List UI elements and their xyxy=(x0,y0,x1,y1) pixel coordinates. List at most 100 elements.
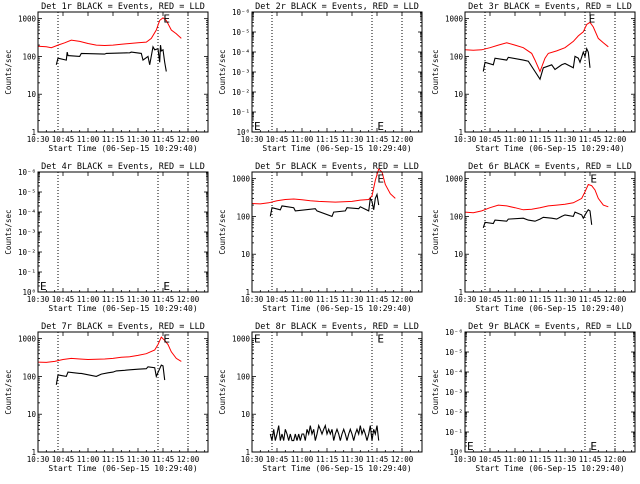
x-tick-label: 11:15 xyxy=(529,295,552,304)
plot-title: Det 3r BLACK = Events, RED = LLD xyxy=(468,2,632,12)
y-tick-label: 100 xyxy=(236,212,250,221)
event-marker: E xyxy=(163,13,170,26)
x-tick-label: 11:30 xyxy=(341,135,364,144)
y-tick-label: 1000 xyxy=(232,335,251,344)
event-marker: E xyxy=(163,333,170,346)
y-tick-label: 10 xyxy=(454,250,464,259)
plot-frame xyxy=(464,11,636,133)
plot-frame xyxy=(251,11,423,133)
plot-panel-5: Det 5r BLACK = Events, RED = LLD 1 10 100 10… xyxy=(218,162,423,313)
events-series-line xyxy=(55,364,166,385)
y-axis-label: Counts/sec xyxy=(431,49,440,94)
x-tick-label: 11:15 xyxy=(316,455,339,464)
event-marker: E xyxy=(377,333,384,346)
x-tick-label: 11:00 xyxy=(504,295,527,304)
events-series-line xyxy=(55,45,167,72)
plot-frame xyxy=(251,331,423,453)
y-tick-label: 10⁻² xyxy=(445,408,463,417)
x-axis-label: Start Time (06-Sep-15 10:29:40) xyxy=(48,304,197,313)
y-tick-label: 1 xyxy=(31,128,36,137)
plot-panel-1: Det 1r BLACK = Events, RED = LLD 1 10 100 10… xyxy=(4,2,209,153)
y-tick-label: 10⁻⁶ xyxy=(232,8,250,17)
x-tick-label: 12:00 xyxy=(391,455,414,464)
event-marker: E xyxy=(590,440,597,453)
event-marker: E xyxy=(254,120,261,133)
y-tick-label: 1000 xyxy=(18,15,37,24)
y-axis-label: Counts/sec xyxy=(218,209,227,254)
x-tick-label: 11:15 xyxy=(102,135,125,144)
x-tick-label: 11:45 xyxy=(579,455,602,464)
y-tick-label: 1000 xyxy=(18,335,37,344)
x-tick-label: 11:00 xyxy=(77,295,100,304)
x-axis-label: Start Time (06-Sep-15 10:29:40) xyxy=(475,144,624,153)
plot-frame xyxy=(464,171,636,293)
x-axis-label: Start Time (06-Sep-15 10:29:40) xyxy=(48,144,197,153)
y-tick-label: 1 xyxy=(31,448,36,457)
y-tick-label: 100 xyxy=(449,212,463,221)
plot-title: Det 6r BLACK = Events, RED = LLD xyxy=(468,162,632,172)
x-tick-label: 10:30 xyxy=(454,455,477,464)
event-marker: E xyxy=(589,13,596,26)
y-tick-label: 1 xyxy=(458,288,463,297)
x-tick-label: 10:45 xyxy=(52,455,75,464)
event-marker: E xyxy=(254,333,261,346)
x-tick-label: 11:00 xyxy=(291,455,314,464)
y-tick-label: 10⁻⁵ xyxy=(232,28,250,37)
y-tick-label: 100 xyxy=(449,52,463,61)
x-tick-label: 11:00 xyxy=(504,455,527,464)
plot-panel-8: Det 8r BLACK = Events, RED = LLD 1 10 100 10… xyxy=(218,322,423,473)
y-tick-label: 1000 xyxy=(232,175,251,184)
x-tick-label: 12:00 xyxy=(604,455,627,464)
x-tick-label: 11:30 xyxy=(127,455,150,464)
x-tick-label: 11:30 xyxy=(554,455,577,464)
y-tick-label: 10⁻¹ xyxy=(232,108,250,117)
y-tick-label: 100 xyxy=(22,372,36,381)
y-tick-label: 1000 xyxy=(445,175,464,184)
plot-frame xyxy=(37,171,209,293)
y-tick-label: 10⁻⁶ xyxy=(445,328,463,337)
x-tick-label: 10:45 xyxy=(266,135,289,144)
plot-panel-4: Det 4r BLACK = Events, RED = LLD 10⁰ 10⁻¹ 1… xyxy=(4,162,209,313)
plot-title: Det 9r BLACK = Events, RED = LLD xyxy=(468,322,632,332)
y-tick-label: 1000 xyxy=(445,15,464,24)
event-marker: E xyxy=(590,173,597,186)
y-tick-label: 10⁻⁴ xyxy=(445,368,463,377)
y-axis-label: Counts/sec xyxy=(4,49,13,94)
y-tick-label: 10 xyxy=(241,250,251,259)
x-axis-label: Start Time (06-Sep-15 10:29:40) xyxy=(262,304,411,313)
x-axis-label: Start Time (06-Sep-15 10:29:40) xyxy=(262,464,411,473)
x-tick-label: 12:00 xyxy=(604,295,627,304)
plot-title: Det 4r BLACK = Events, RED = LLD xyxy=(41,162,205,172)
x-tick-label: 11:45 xyxy=(579,135,602,144)
y-tick-label: 10⁻⁶ xyxy=(18,168,36,177)
x-tick-label: 11:15 xyxy=(102,295,125,304)
x-axis-label: Start Time (06-Sep-15 10:29:40) xyxy=(475,304,624,313)
y-tick-label: 10⁻⁵ xyxy=(445,348,463,357)
lld-series-line xyxy=(37,17,182,49)
y-tick-label: 10 xyxy=(454,90,464,99)
x-tick-label: 11:45 xyxy=(366,135,389,144)
plot-title: Det 5r BLACK = Events, RED = LLD xyxy=(255,162,419,172)
plot-panel-9: Det 9r BLACK = Events, RED = LLD 10⁰ 10⁻¹ 1… xyxy=(431,322,636,473)
x-tick-label: 10:45 xyxy=(52,295,75,304)
x-tick-label: 11:15 xyxy=(316,295,339,304)
events-series-line xyxy=(482,47,591,81)
x-tick-label: 11:00 xyxy=(504,135,527,144)
y-tick-label: 100 xyxy=(22,52,36,61)
events-series-line xyxy=(269,192,380,218)
x-tick-label: 11:30 xyxy=(554,295,577,304)
event-marker: E xyxy=(377,173,384,186)
y-tick-label: 10⁻³ xyxy=(232,68,250,77)
x-tick-label: 11:45 xyxy=(366,295,389,304)
x-tick-label: 10:30 xyxy=(27,455,50,464)
plot-title: Det 1r BLACK = Events, RED = LLD xyxy=(41,2,205,12)
x-tick-label: 10:30 xyxy=(27,135,50,144)
events-series-line xyxy=(482,209,593,228)
x-tick-label: 11:15 xyxy=(529,135,552,144)
x-tick-label: 11:30 xyxy=(127,295,150,304)
x-tick-label: 12:00 xyxy=(177,455,200,464)
plot-frame xyxy=(37,11,209,133)
plot-frame xyxy=(251,171,423,293)
